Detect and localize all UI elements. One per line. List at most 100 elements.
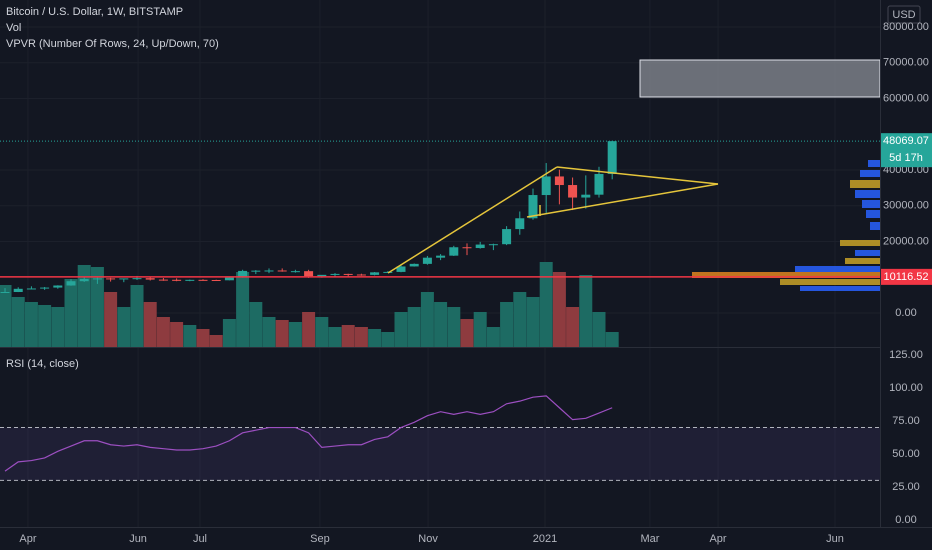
candle-body	[224, 277, 234, 281]
candle-body	[26, 288, 36, 290]
y-tick-label: 30000.00	[883, 200, 929, 212]
volume-bar	[566, 307, 580, 347]
candle-body	[554, 176, 564, 186]
x-tick-label: Jun	[826, 533, 844, 545]
volume-bar	[434, 302, 448, 347]
volume-bar	[460, 319, 474, 347]
candle-body	[66, 281, 76, 286]
indicator-label: Vol	[6, 22, 21, 34]
candle-body	[607, 141, 617, 174]
x-tick-label: Mar	[640, 533, 659, 545]
candle-body	[409, 263, 419, 267]
volume-bar	[354, 327, 368, 347]
candle-body	[581, 194, 591, 198]
countdown: 5d 17h	[889, 152, 923, 164]
y-tick-label: 0.00	[895, 307, 916, 319]
currency[interactable]: USD	[892, 9, 915, 21]
y-tick-label: 60000.00	[883, 92, 929, 104]
chart-title: Bitcoin / U.S. Dollar, 1W, BITSTAMP	[6, 6, 183, 18]
volume-bar	[486, 327, 500, 347]
candle-body	[436, 255, 446, 258]
price-label: 10116.52	[883, 271, 928, 283]
volume-bar	[196, 329, 210, 347]
candle-body	[343, 273, 353, 275]
last-price-label: 48069.07	[883, 135, 929, 147]
volume-bar	[407, 307, 421, 347]
volume-bar	[24, 302, 38, 347]
volume-profile	[692, 160, 880, 291]
x-tick-label: Jun	[129, 533, 147, 545]
volume-bar	[183, 325, 197, 347]
volume-bar	[64, 279, 78, 347]
vp-row	[850, 180, 880, 188]
volume-bar	[288, 322, 302, 347]
candle-body	[238, 270, 248, 278]
volume-bar	[209, 335, 223, 347]
candle-body	[172, 279, 182, 281]
y-tick-label: 0.00	[895, 514, 916, 526]
volume-bar	[0, 285, 12, 347]
candle-body	[145, 278, 155, 280]
price-label-box	[881, 268, 932, 285]
volume-bar	[394, 312, 408, 347]
rsi-line	[4, 395, 613, 472]
volume-bar	[90, 267, 104, 347]
volume-bar	[447, 307, 461, 347]
volume-bar	[275, 320, 289, 347]
vp-row	[868, 160, 880, 167]
candle-body	[0, 292, 10, 294]
y-tick-label: 80000.00	[883, 21, 929, 33]
volume-bar	[368, 329, 382, 347]
candle-body	[528, 195, 538, 219]
plot	[0, 140, 880, 481]
candle-body	[317, 274, 327, 277]
currency-box[interactable]	[887, 5, 921, 24]
vp-row	[845, 258, 880, 264]
candle-body	[330, 273, 340, 275]
volume-bar	[473, 312, 487, 347]
vp-row	[855, 190, 880, 198]
volume-bar	[605, 332, 619, 347]
volume-bar	[11, 297, 25, 347]
vp-row	[860, 170, 880, 177]
vp-row	[795, 266, 880, 272]
vp-row	[870, 222, 880, 230]
volume-bar	[170, 322, 184, 347]
candle-body	[211, 279, 221, 281]
volume-bar	[104, 292, 118, 347]
trend-line	[556, 166, 719, 185]
indicator-label: VPVR (Number Of Rows, 24, Up/Down, 70)	[6, 38, 219, 50]
volume-bar	[328, 327, 342, 347]
x-tick-label: Apr	[709, 533, 726, 545]
volume-bar	[526, 297, 540, 347]
trend-line	[387, 166, 558, 274]
vp-row	[840, 240, 880, 246]
candle-body	[304, 271, 314, 277]
volume-bar	[513, 292, 527, 347]
pennant-drawing	[387, 166, 719, 274]
target-box	[639, 59, 881, 98]
candle-body	[475, 244, 485, 249]
volume-bar	[156, 317, 170, 347]
x-tick-label: Sep	[310, 533, 330, 545]
x-tick-label: Jul	[193, 533, 207, 545]
trend-line	[526, 183, 719, 218]
volume-bar	[420, 292, 434, 347]
y-tick-label: 100.00	[889, 382, 923, 394]
rsi-title: RSI (14, close)	[6, 358, 79, 370]
candle-body	[502, 229, 512, 245]
volume-bar	[579, 275, 593, 347]
vp-row	[692, 272, 880, 278]
volume-bar	[552, 272, 566, 347]
y-tick-label: 125.00	[889, 349, 923, 361]
volume-bar	[381, 332, 395, 347]
vp-row	[800, 286, 880, 291]
volume-bar	[51, 307, 65, 347]
candle-body	[449, 247, 459, 256]
candle-body	[40, 287, 50, 289]
x-tick-label: Nov	[418, 533, 438, 545]
volume-bar	[262, 317, 276, 347]
candle-body	[251, 270, 261, 272]
